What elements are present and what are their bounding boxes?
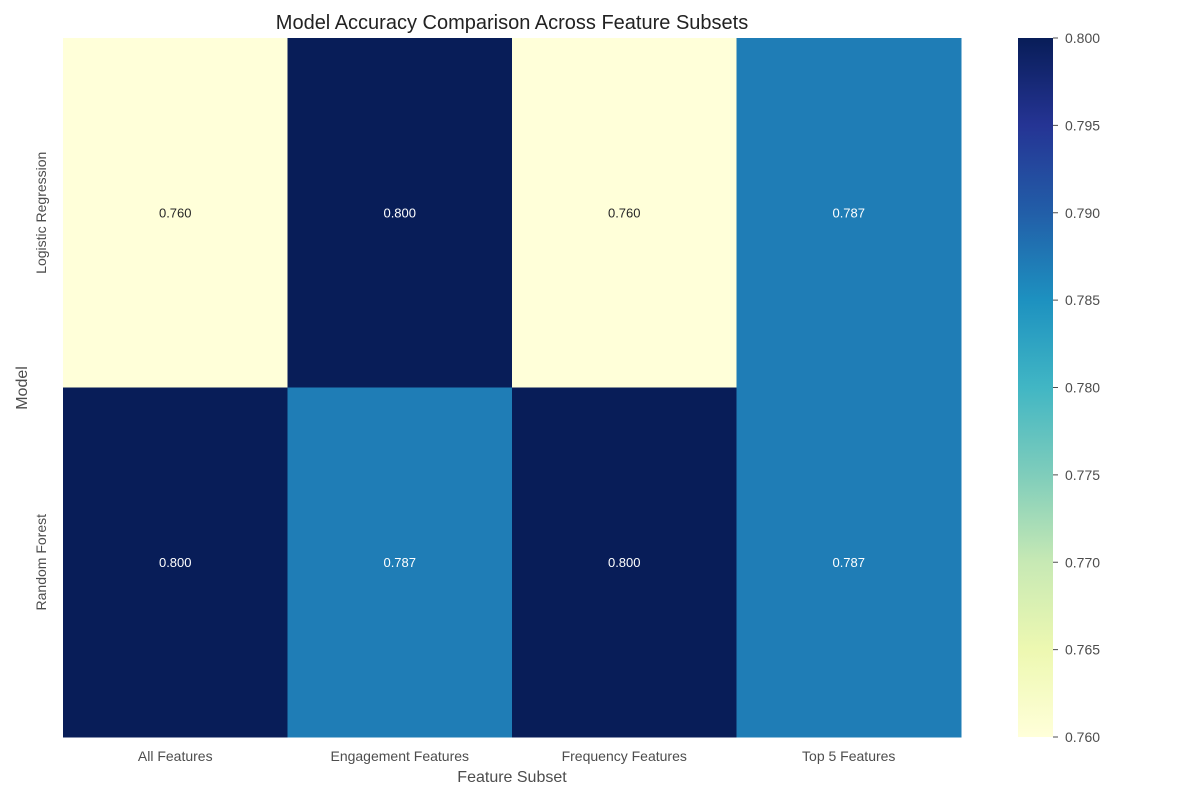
heatmap-cell bbox=[736, 387, 962, 738]
cell-value-label: 0.800 bbox=[608, 555, 641, 570]
x-tick-label: Top 5 Features bbox=[802, 748, 895, 764]
y-tick-label: Random Forest bbox=[33, 514, 49, 611]
heatmap-cell bbox=[512, 387, 737, 738]
heatmap-cell bbox=[512, 38, 737, 388]
colorbar-tick-label: 0.795 bbox=[1065, 117, 1100, 133]
y-tick-label: Logistic Regression bbox=[33, 152, 49, 274]
colorbar bbox=[1018, 38, 1053, 737]
heatmap-cell bbox=[287, 38, 513, 388]
colorbar-ticks: 0.760 0.765 0.770 0.775 0.780 0.785 0.790 0.795… bbox=[1053, 30, 1100, 745]
heatmap-cell bbox=[287, 387, 513, 738]
colorbar-tick-label: 0.770 bbox=[1065, 554, 1100, 570]
y-axis-ticks: Logistic Regression Random Forest bbox=[33, 152, 49, 611]
cell-value-label: 0.760 bbox=[608, 205, 641, 220]
cell-value-label: 0.800 bbox=[383, 205, 416, 220]
heatmap-cells bbox=[63, 38, 962, 738]
colorbar-tick-label: 0.775 bbox=[1065, 467, 1100, 483]
colorbar-tick-label: 0.760 bbox=[1065, 729, 1100, 745]
cell-value-label: 0.787 bbox=[832, 555, 865, 570]
colorbar-tick-label: 0.790 bbox=[1065, 205, 1100, 221]
cell-value-label: 0.760 bbox=[159, 205, 192, 220]
cell-value-label: 0.787 bbox=[383, 555, 416, 570]
x-tick-label: All Features bbox=[138, 748, 213, 764]
heatmap-cell bbox=[736, 38, 962, 388]
x-axis-label: Feature Subset bbox=[457, 769, 567, 786]
heatmap-cell-labels: 0.760 0.800 0.760 0.787 0.800 0.787 0.800 0.787 bbox=[159, 205, 865, 570]
colorbar-tick-label: 0.800 bbox=[1065, 30, 1100, 46]
x-axis-ticks: All Features Engagement Features Frequency… bbox=[138, 748, 896, 764]
x-tick-label: Frequency Features bbox=[562, 748, 687, 764]
chart-title: Model Accuracy Comparison Across Feature… bbox=[276, 12, 748, 34]
heatmap-cell bbox=[63, 387, 288, 738]
colorbar-tick-label: 0.765 bbox=[1065, 642, 1100, 658]
x-tick-label: Engagement Features bbox=[330, 748, 469, 764]
cell-value-label: 0.787 bbox=[832, 205, 865, 220]
colorbar-tick-label: 0.780 bbox=[1065, 380, 1100, 396]
heatmap-cell bbox=[63, 38, 288, 388]
y-axis-label: Model bbox=[14, 366, 31, 410]
cell-value-label: 0.800 bbox=[159, 555, 192, 570]
colorbar-tick-label: 0.785 bbox=[1065, 292, 1100, 308]
